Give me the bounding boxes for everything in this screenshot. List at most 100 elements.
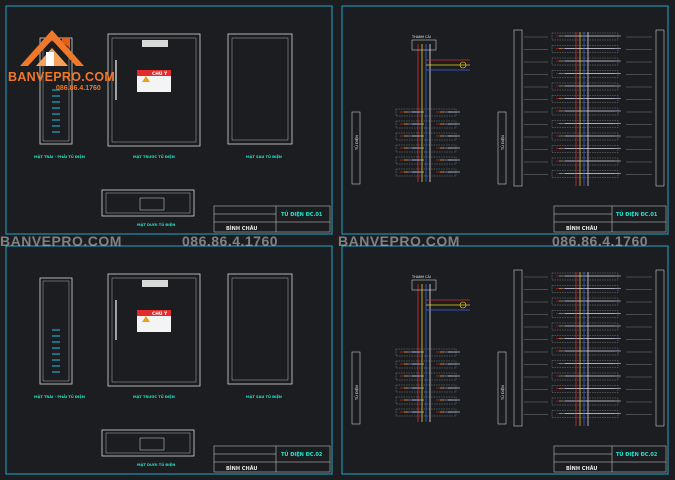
- sheet-4-branch-box-3: [395, 384, 457, 393]
- watermark-phone-left: 086.86.4.1760: [182, 233, 279, 249]
- sheet-4-left-bus: TỦ ĐIỆN: [354, 385, 359, 401]
- sheet-1-warning-text: CHÚ Ý: [152, 70, 168, 77]
- sheet-4-branch-box-4: [395, 396, 457, 405]
- house-logo-icon: [20, 30, 84, 66]
- title-block-1-title: TỦ ĐIỆN ĐC.01: [281, 210, 323, 218]
- sheet-2-dist-bus-left: [513, 29, 523, 187]
- sheet-2-branch-box-3: [395, 144, 457, 153]
- sheet-4-dist-box-10: [551, 397, 619, 406]
- sheet-2-dist-box-9: [551, 145, 619, 153]
- sheet-2-dist-box-0: [551, 32, 619, 41]
- sheet-4-dist-box-5: [551, 335, 619, 343]
- sheet-4-left-bus-bar: [351, 351, 361, 425]
- sheet-4-branch-box-5: [395, 408, 457, 417]
- sheet-4-dist-bus-left: [513, 269, 523, 427]
- sheet-4-branch-box-1: [395, 360, 457, 369]
- sheet-4-branch-box-0: [395, 348, 457, 357]
- sheet-1-label-bottom: MẶT DƯỚI TỦ ĐIỆN: [137, 222, 175, 227]
- sheet-1-panel-views: [39, 33, 293, 217]
- sheet-4-meter-symbol: [459, 301, 467, 309]
- sheet-2-dist-box-4: [551, 82, 619, 91]
- sheet-3-label-back: MẶT SAU TỦ ĐIỆN: [246, 394, 282, 399]
- sheet-2-branch-box-1: [395, 120, 457, 129]
- sheet-3-warning-sign: CHÚ Ý: [137, 310, 171, 332]
- sheet-2-meter-symbol: [459, 61, 467, 69]
- sheet-4-dist-box-6: [551, 347, 619, 356]
- title-block-4-title: TỦ ĐIỆN ĐC.02: [616, 450, 658, 458]
- title-block-2: [553, 205, 667, 233]
- sheet-2-dist-box-10: [551, 157, 619, 166]
- sheet-3-label-front: MẶT TRƯỚC TỦ ĐIỆN: [133, 394, 175, 399]
- title-block-4-project: BÌNH CHÂU: [566, 464, 597, 472]
- back-view-outline: [227, 33, 293, 145]
- sheet-4-branch-box-2: [395, 372, 457, 381]
- brand-logo: [6, 14, 106, 104]
- title-block-3-project: BÌNH CHÂU: [226, 464, 257, 472]
- bottom-view-inner: [105, 192, 191, 214]
- sheet-4-dist-box-1: [551, 285, 619, 293]
- sheet-frame-3: [5, 245, 333, 475]
- front-view-meter: [142, 40, 168, 47]
- front-view-door: [111, 37, 197, 143]
- sheet-1-label-front: MẶT TRƯỚC TỦ ĐIỆN: [133, 154, 175, 159]
- sheet-3-label-side: MẶT TRÁI - PHẢI TỦ ĐIỆN: [34, 394, 85, 399]
- sheet-2-schematic: [351, 29, 665, 187]
- sheet-2-branch-box-5: [395, 168, 457, 177]
- brand-phone: 086.86.4.1760: [56, 85, 101, 92]
- sheet-frame-2: [341, 5, 669, 235]
- title-block-3: [213, 445, 331, 473]
- sheet-4-right-bus-bar: [497, 351, 507, 425]
- sheet-4-main-breaker: [411, 279, 437, 291]
- side-view-vents: [52, 89, 60, 133]
- sheet-4-right-bus: TỦ ĐIỆN: [500, 385, 505, 401]
- sheet-2-dist-box-3: [551, 70, 619, 78]
- sheet-4-dist-box-0: [551, 272, 619, 281]
- title-block-2-title: TỦ ĐIỆN ĐC.01: [616, 210, 658, 218]
- sheet-2-dist-box-2: [551, 57, 619, 66]
- sheet-2-branch-box-2: [395, 132, 457, 141]
- sheet-1-label-back: MẶT SAU TỦ ĐIỆN: [246, 154, 282, 159]
- title-block-1: [213, 205, 331, 233]
- sheet-2-main-breaker: [411, 39, 437, 51]
- sheet-4-dist-bus-right: [655, 269, 665, 427]
- sheet-2-bus-label: THANH CÁI: [411, 34, 431, 39]
- watermark-site-left: BANVEPRO.COM: [0, 233, 122, 249]
- sheet-2-dist-box-7: [551, 120, 619, 128]
- sheet-2-right-bus-bar: [497, 111, 507, 185]
- sheet-2-dist-box-5: [551, 95, 619, 103]
- sheet-4-schematic: [351, 269, 665, 427]
- sheet-1-warning-sign: CHÚ Ý: [137, 70, 171, 92]
- sheet-4-dist-box-7: [551, 360, 619, 368]
- sheet-2-left-bus-bar: [351, 111, 361, 185]
- brand-name: BANVEPRO.COM: [8, 70, 116, 84]
- sheet-frames: [5, 5, 669, 475]
- sheet-frame-4: [341, 245, 669, 475]
- sheet-2-dist-box-1: [551, 45, 619, 53]
- sheet-4-bus-label: THANH CÁI: [411, 274, 431, 279]
- sheet-3-warning-text: CHÚ Ý: [152, 310, 168, 317]
- sheet-4-dist-box-4: [551, 322, 619, 331]
- sheet-2-dist-box-6: [551, 107, 619, 116]
- sheet-2-left-bus: TỦ ĐIỆN: [354, 135, 359, 151]
- title-block-4: [553, 445, 667, 473]
- sheet-2-dist-box-8: [551, 132, 619, 141]
- sheet-4-dist-box-11: [551, 410, 619, 418]
- front-view-outline: [107, 33, 201, 147]
- sheet-4-dist-box-2: [551, 297, 619, 306]
- sheet-3-panel-views: [39, 273, 293, 457]
- sheet-4-dist-box-3: [551, 310, 619, 318]
- sheet-2-dist-box-11: [551, 170, 619, 178]
- sheet-1-label-side: MẶT TRÁI - PHẢI TỦ ĐIỆN: [34, 154, 85, 159]
- watermark-phone-right: 086.86.4.1760: [552, 233, 649, 249]
- sheet-2-branch-box-4: [395, 156, 457, 165]
- title-block-2-project: BÌNH CHÂU: [566, 224, 597, 232]
- sheet-2-branch-box-0: [395, 108, 457, 117]
- sheet-2-dist-bus-right: [655, 29, 665, 187]
- back-view-inner: [231, 37, 289, 141]
- title-block-3-title: TỦ ĐIỆN ĐC.02: [281, 450, 323, 458]
- sheet-3-label-bottom: MẶT DƯỚI TỦ ĐIỆN: [137, 462, 175, 467]
- bottom-view-outline: [101, 189, 195, 217]
- sheet-2-right-bus: TỦ ĐIỆN: [500, 135, 505, 151]
